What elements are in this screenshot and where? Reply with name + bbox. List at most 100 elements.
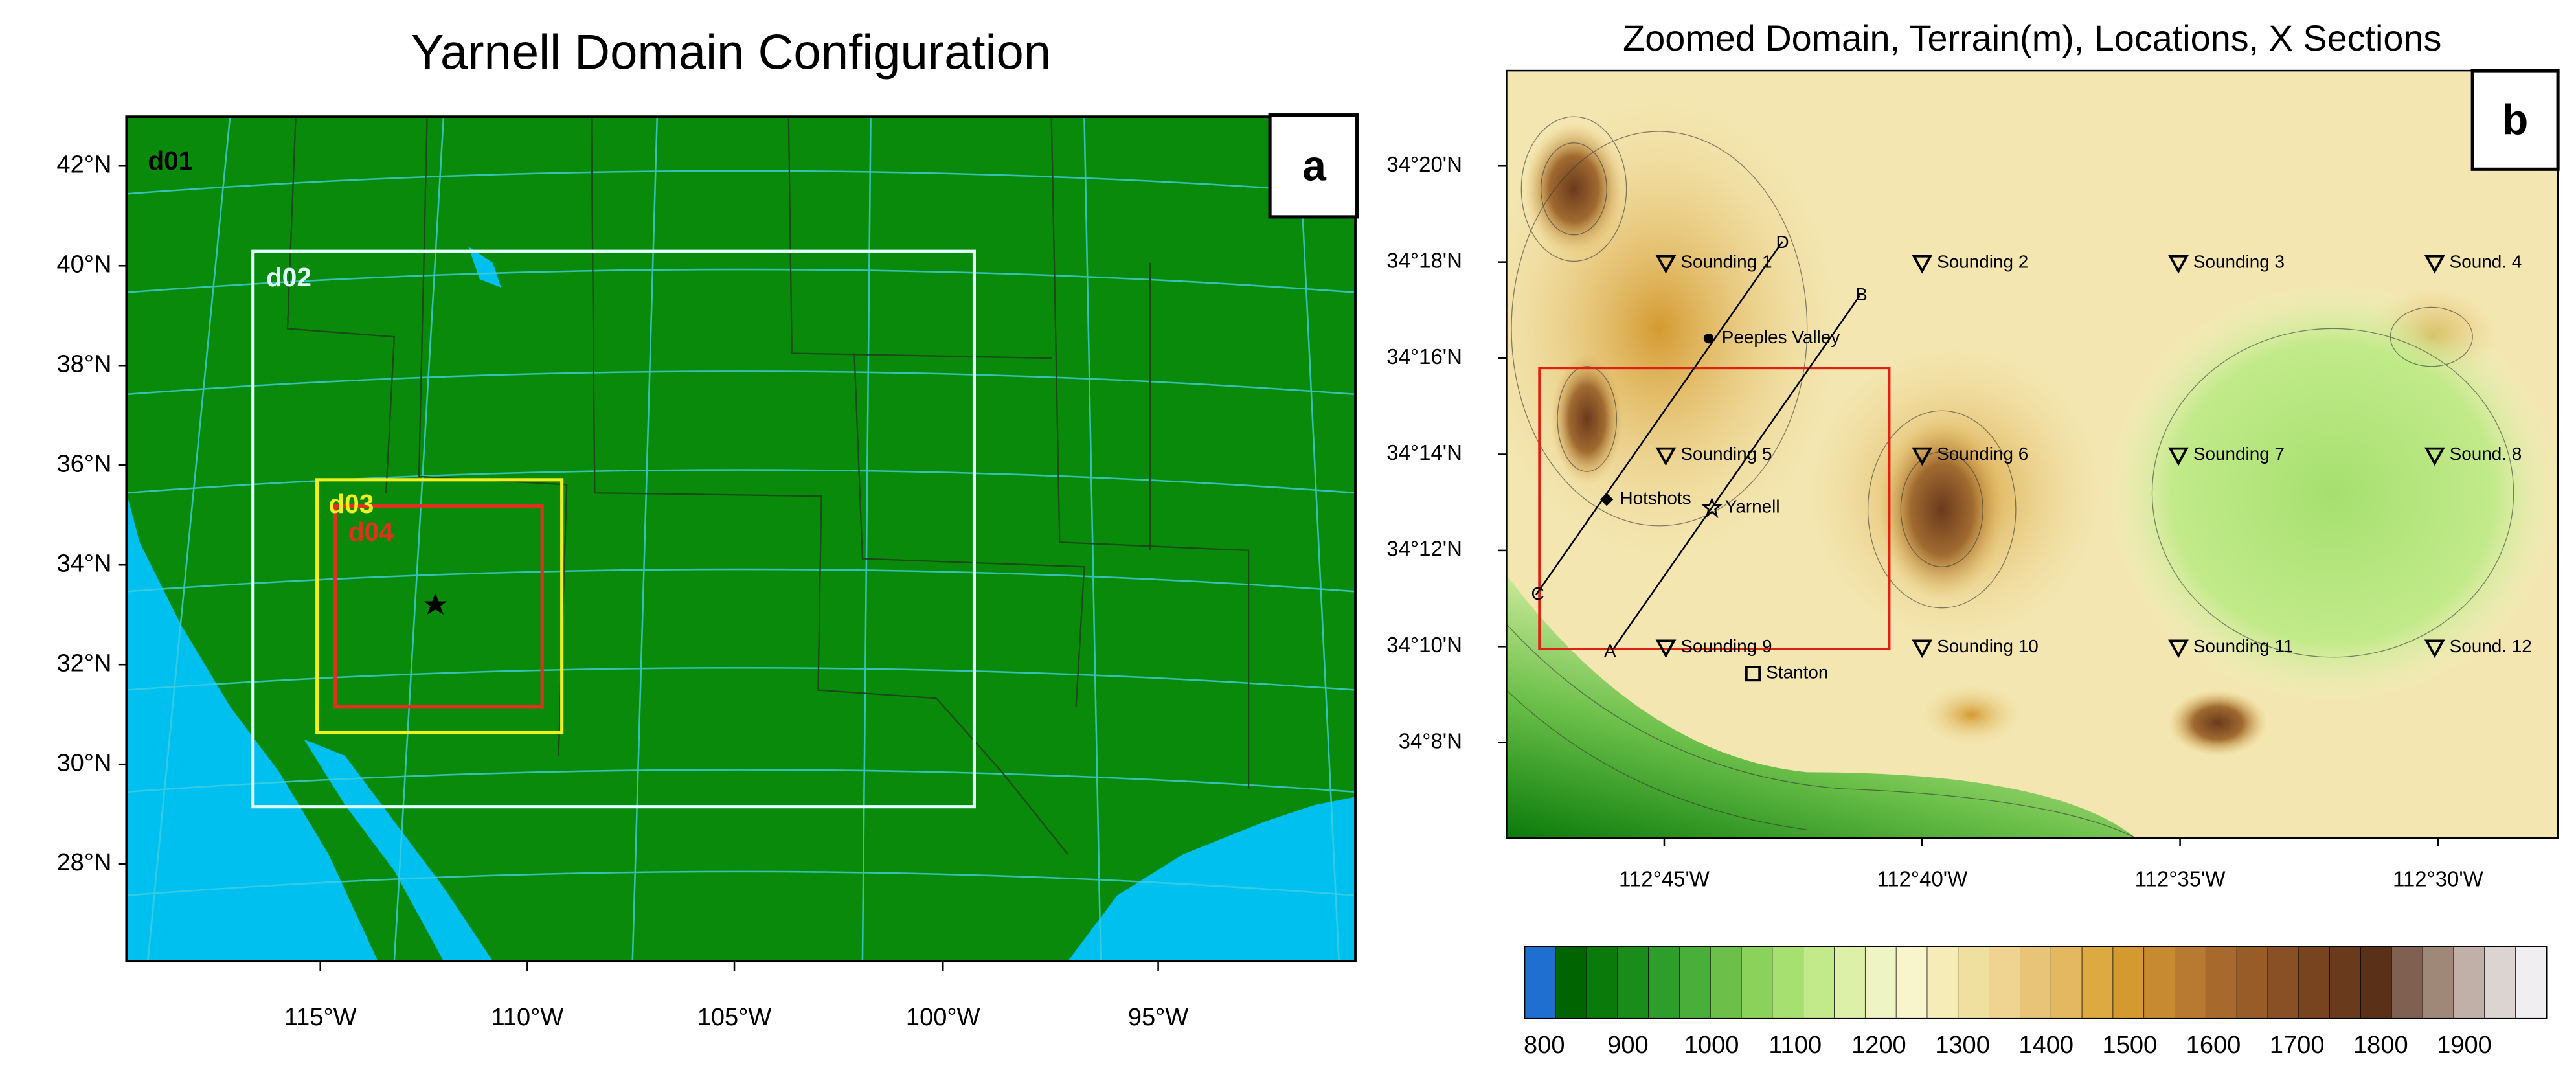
colorbar-swatch — [2484, 946, 2516, 1019]
place-marker — [1600, 493, 1614, 506]
sounding-marker — [1912, 639, 1933, 659]
map-a — [126, 117, 1356, 962]
place-marker — [1745, 666, 1761, 682]
sounding-marker — [2424, 639, 2445, 659]
colorbar-swatch — [1555, 946, 1588, 1019]
colorbar-swatch — [2205, 946, 2238, 1019]
sounding-label: Sounding 6 — [1937, 444, 2028, 464]
colorbar-swatch — [1864, 946, 1897, 1019]
colorbar-swatch — [2236, 946, 2269, 1019]
panel-label: b — [2502, 96, 2528, 144]
colorbar-swatch — [1895, 946, 1928, 1019]
x-tick-label: 95°W — [1128, 1004, 1189, 1031]
panel-label: a — [1302, 142, 1327, 190]
x-tick-label: 112°30'W — [2393, 867, 2483, 891]
y-tick-label: 42°N — [56, 151, 111, 178]
sounding-label: Sounding 1 — [1680, 251, 1772, 271]
colorbar-label: 1100 — [1768, 1032, 1822, 1059]
colorbar-label: 1000 — [1684, 1032, 1739, 1059]
sounding-label: Sounding 5 — [1680, 444, 1772, 464]
y-tick-label: 34°18'N — [1386, 248, 1462, 272]
colorbar-swatch — [2112, 946, 2145, 1019]
sounding-label: Sound. 8 — [2450, 444, 2522, 464]
colorbar-label: 1600 — [2186, 1032, 2241, 1059]
place-marker — [1701, 497, 1723, 519]
section-line — [1535, 241, 1783, 596]
colorbar-swatch — [2298, 946, 2331, 1019]
x-tick-label: 110°W — [491, 1004, 563, 1031]
colorbar-swatch — [2050, 946, 2083, 1019]
colorbar-swatch — [1648, 946, 1680, 1019]
colorbar-swatch — [2267, 946, 2299, 1019]
colorbar-swatch — [2081, 946, 2114, 1019]
sounding-marker — [2168, 639, 2189, 659]
colorbar-swatch — [2360, 946, 2393, 1019]
sounding-label: Sound. 4 — [2450, 251, 2522, 271]
colorbar-swatch — [2020, 946, 2052, 1019]
colorbar-label: 1400 — [2018, 1032, 2073, 1059]
domain-d04 — [333, 504, 544, 709]
sounding-marker — [1912, 447, 1933, 466]
colorbar-swatch — [2329, 946, 2362, 1019]
colorbar-label: 900 — [1607, 1032, 1648, 1059]
place-label: Peeples Valley — [1722, 327, 1840, 347]
colorbar-swatch — [1958, 946, 1990, 1019]
sounding-label: Sounding 7 — [2193, 444, 2285, 464]
y-tick-label: 34°16'N — [1386, 345, 1462, 368]
sounding-marker — [2424, 255, 2445, 274]
colorbar-swatch — [1586, 946, 1618, 1019]
colorbar-swatch — [1989, 946, 2021, 1019]
sounding-marker — [1655, 447, 1677, 466]
colorbar-swatch — [2143, 946, 2176, 1019]
domain-label: d01 — [148, 146, 193, 176]
colorbar-swatch — [1834, 946, 1866, 1019]
x-tick-label: 112°35'W — [2135, 867, 2226, 891]
y-tick-label: 34°12'N — [1386, 537, 1462, 561]
colorbar-label: 1900 — [2437, 1032, 2492, 1059]
colorbar-swatch — [1679, 946, 1712, 1019]
colorbar-label: 1300 — [1935, 1032, 1990, 1059]
domain-label: d02 — [266, 262, 311, 292]
ticks-a: 42°N 40°N 38°N 36°N 34°N 32°N 30°N 28°N 115°W 110… — [56, 151, 1188, 1031]
locations: 34°20'N 34°18'N 34°16'N 34°14'N 34°12'N 34°10… — [1386, 152, 2532, 891]
colorbar-swatch — [2515, 946, 2548, 1019]
section-line — [1612, 295, 1860, 650]
colorbar-swatch — [1741, 946, 1774, 1019]
sounding-marker — [2168, 447, 2189, 466]
colorbar-swatch — [2453, 946, 2485, 1019]
yarnell-star — [424, 593, 447, 615]
colorbar-swatch — [1710, 946, 1743, 1019]
y-tick-label: 40°N — [56, 251, 111, 278]
y-tick-label: 36°N — [56, 450, 111, 477]
title-b: Zoomed Domain, Terrain(m), Locations, X … — [1623, 17, 2441, 58]
label-box-b — [2470, 69, 2560, 171]
x-tick-label: 105°W — [697, 1004, 772, 1031]
colorbar-label: 1700 — [2270, 1032, 2325, 1059]
sounding-marker — [2168, 255, 2189, 274]
domain-label: d04 — [348, 517, 394, 547]
colorbar-label: 1800 — [2353, 1032, 2408, 1059]
colorbar-swatch — [2422, 946, 2455, 1019]
sounding-label: Sounding 3 — [2193, 251, 2285, 271]
domain-d03 — [315, 478, 564, 735]
label-box-a — [1268, 113, 1359, 219]
y-tick-label: 34°N — [56, 550, 111, 577]
colorbar-swatch — [1926, 946, 1959, 1019]
place-label: Hotshots — [1620, 488, 1691, 508]
title-a: Yarnell Domain Configuration — [411, 25, 1051, 80]
y-tick-label: 28°N — [56, 849, 111, 876]
colorbar-swatch — [1803, 946, 1835, 1019]
y-tick-label: 38°N — [56, 350, 111, 378]
sounding-marker — [1655, 639, 1677, 659]
section-label: B — [1855, 284, 1868, 304]
colorbar-swatch — [2175, 946, 2207, 1019]
y-tick-label: 34°14'N — [1386, 440, 1462, 464]
sounding-label: Sounding 10 — [1937, 636, 2039, 656]
colorbar-swatch — [2391, 946, 2424, 1019]
domain-d02 — [251, 249, 976, 809]
x-tick-label: 100°W — [906, 1004, 980, 1031]
colorbar-swatch — [1524, 946, 1557, 1019]
y-tick-label: 32°N — [56, 650, 111, 677]
place-label: Stanton — [1766, 663, 1828, 683]
